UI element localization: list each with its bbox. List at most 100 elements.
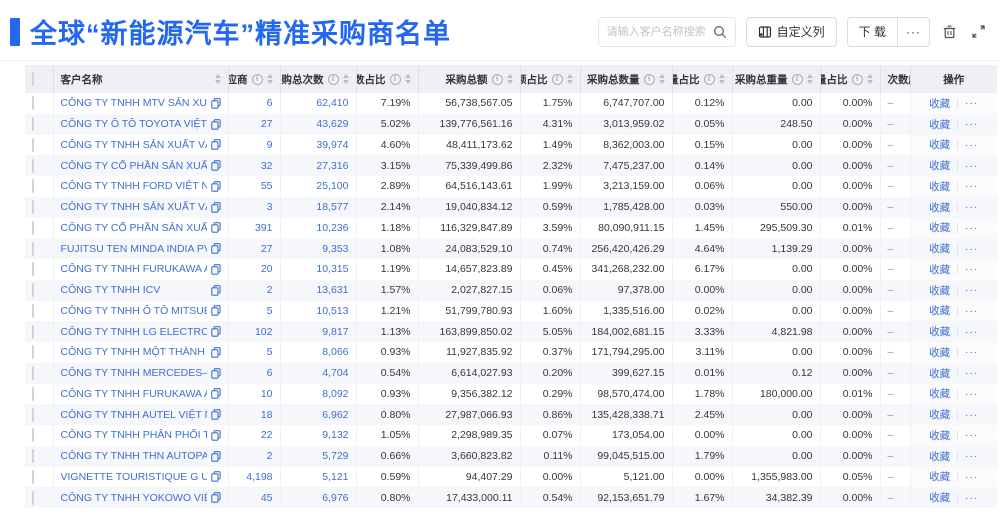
copy-icon[interactable] <box>210 181 221 192</box>
copy-icon[interactable] <box>210 388 221 400</box>
favorite-button[interactable]: 收藏 <box>929 367 951 380</box>
cell-purchase-times[interactable]: 62,410 <box>280 93 357 114</box>
cell-purchase-times[interactable]: 18,577 <box>280 196 357 218</box>
favorite-button[interactable]: 收藏 <box>929 118 951 131</box>
cell-supplier-count[interactable]: 20 <box>228 259 281 280</box>
sort-icon[interactable] <box>658 74 665 84</box>
customer-name-link[interactable]: CÔNG TY TNHH MERCEDES–B... <box>60 367 207 380</box>
row-more-button[interactable]: ··· <box>964 180 979 193</box>
col-header-supplier-count[interactable]: 供应商 i <box>228 65 281 93</box>
cell-supplier-count[interactable]: 102 <box>228 321 281 342</box>
row-more-button[interactable]: ··· <box>964 408 979 421</box>
cell-supplier-count[interactable]: 32 <box>228 155 281 176</box>
favorite-button[interactable]: 收藏 <box>929 429 951 442</box>
customer-name-link[interactable]: CÔNG TY TNHH LG ELECTRON... <box>60 325 207 338</box>
row-checkbox[interactable] <box>32 407 34 422</box>
cell-purchase-times[interactable]: 9,353 <box>280 238 357 259</box>
info-icon[interactable]: i <box>791 73 803 85</box>
row-more-button[interactable]: ··· <box>964 450 979 463</box>
row-more-button[interactable]: ··· <box>964 138 979 151</box>
cell-purchase-times[interactable]: 43,629 <box>280 113 357 135</box>
copy-icon[interactable] <box>210 430 221 441</box>
cell-supplier-count[interactable]: 18 <box>228 404 281 425</box>
col-header-purchase-times[interactable]: 采购总次数 i <box>280 65 357 93</box>
cell-purchase-times[interactable]: 10,236 <box>280 217 357 239</box>
copy-icon[interactable] <box>210 284 221 296</box>
info-icon[interactable]: i <box>551 73 563 85</box>
fullscreen-button[interactable] <box>969 22 988 41</box>
row-checkbox[interactable] <box>32 200 34 215</box>
row-checkbox[interactable] <box>32 241 34 256</box>
cell-purchase-times[interactable]: 4,704 <box>280 362 357 384</box>
sort-icon[interactable] <box>342 74 349 84</box>
sort-icon[interactable] <box>404 74 411 84</box>
download-more-button[interactable]: ··· <box>898 16 930 47</box>
favorite-button[interactable]: 收藏 <box>929 450 951 463</box>
cell-purchase-times[interactable]: 27,316 <box>280 155 357 176</box>
favorite-button[interactable]: 收藏 <box>929 201 951 214</box>
row-more-button[interactable]: ··· <box>964 263 979 276</box>
customer-search-box[interactable] <box>597 16 736 47</box>
copy-icon[interactable] <box>210 471 221 483</box>
row-checkbox[interactable] <box>32 179 34 194</box>
sort-icon[interactable] <box>214 74 221 84</box>
row-checkbox[interactable] <box>32 283 34 298</box>
row-more-button[interactable]: ··· <box>964 242 979 255</box>
row-checkbox[interactable] <box>32 490 34 505</box>
sort-icon[interactable] <box>718 74 725 84</box>
favorite-button[interactable]: 收藏 <box>929 97 951 110</box>
copy-icon[interactable] <box>210 264 221 275</box>
download-button[interactable]: 下 载 <box>846 16 898 47</box>
info-icon[interactable]: i <box>389 73 401 85</box>
row-more-button[interactable]: ··· <box>964 325 979 338</box>
row-checkbox[interactable] <box>32 469 34 484</box>
favorite-button[interactable]: 收藏 <box>929 160 951 173</box>
customer-name-link[interactable]: CÔNG TY CỔ PHẦN SẢN XUẤT... <box>60 221 207 234</box>
col-header-amount-percent[interactable]: 总额占比 i <box>520 65 581 93</box>
col-header-total-quantity[interactable]: 采购总数量 i <box>580 65 673 93</box>
row-checkbox[interactable] <box>32 366 34 381</box>
row-more-button[interactable]: ··· <box>964 118 979 131</box>
row-more-button[interactable]: ··· <box>964 367 979 380</box>
info-icon[interactable]: i <box>851 73 863 85</box>
select-all-checkbox[interactable] <box>32 72 34 86</box>
favorite-button[interactable]: 收藏 <box>929 388 951 401</box>
favorite-button[interactable]: 收藏 <box>929 346 951 359</box>
copy-icon[interactable] <box>210 98 221 109</box>
copy-icon[interactable] <box>210 409 221 420</box>
row-checkbox[interactable] <box>32 220 34 235</box>
customer-name-link[interactable]: CÔNG TY TNHH SẢN XUẤT VÀ ... <box>60 138 207 151</box>
cell-supplier-count[interactable]: 6 <box>228 93 281 114</box>
col-header-weight-percent[interactable]: 重量占比 i <box>820 65 881 93</box>
favorite-button[interactable]: 收藏 <box>929 139 951 152</box>
search-icon[interactable] <box>713 25 727 39</box>
cell-purchase-times[interactable]: 10,513 <box>280 300 357 322</box>
sort-icon[interactable] <box>266 74 273 84</box>
customer-name-link[interactable]: CÔNG TY TNHH MỘT THÀNH V... <box>60 346 207 359</box>
cell-purchase-times[interactable]: 6,962 <box>280 404 357 425</box>
copy-icon[interactable] <box>210 450 221 462</box>
cell-supplier-count[interactable]: 27 <box>228 113 281 135</box>
cell-supplier-count[interactable]: 6 <box>228 362 281 384</box>
row-checkbox[interactable] <box>32 449 34 464</box>
cell-supplier-count[interactable]: 27 <box>228 238 281 259</box>
row-checkbox[interactable] <box>32 303 34 318</box>
customer-name-link[interactable]: FUJITSU TEN MINDA INDIA PVT... <box>60 242 207 255</box>
row-more-button[interactable]: ··· <box>964 159 979 172</box>
cell-purchase-times[interactable]: 5,121 <box>280 466 357 488</box>
customer-name-link[interactable]: CÔNG TY TNHH MTV SẢN XUẤ... <box>60 97 207 110</box>
cell-supplier-count[interactable]: 5 <box>228 342 281 363</box>
col-header-times-percent[interactable]: 次数占比 i <box>356 65 419 93</box>
cell-supplier-count[interactable]: 2 <box>228 279 281 301</box>
cell-purchase-times[interactable]: 6,976 <box>280 487 357 508</box>
info-icon[interactable]: i <box>703 73 715 85</box>
col-header-total-weight[interactable]: 采购总重量 i <box>732 65 821 93</box>
copy-icon[interactable] <box>210 222 221 234</box>
row-checkbox[interactable] <box>32 262 34 277</box>
delete-button[interactable] <box>940 22 959 41</box>
cell-supplier-count[interactable]: 9 <box>228 134 281 156</box>
sort-icon[interactable] <box>806 74 813 84</box>
favorite-button[interactable]: 收藏 <box>929 222 951 235</box>
sort-icon[interactable] <box>506 74 513 84</box>
row-checkbox[interactable] <box>32 137 34 152</box>
